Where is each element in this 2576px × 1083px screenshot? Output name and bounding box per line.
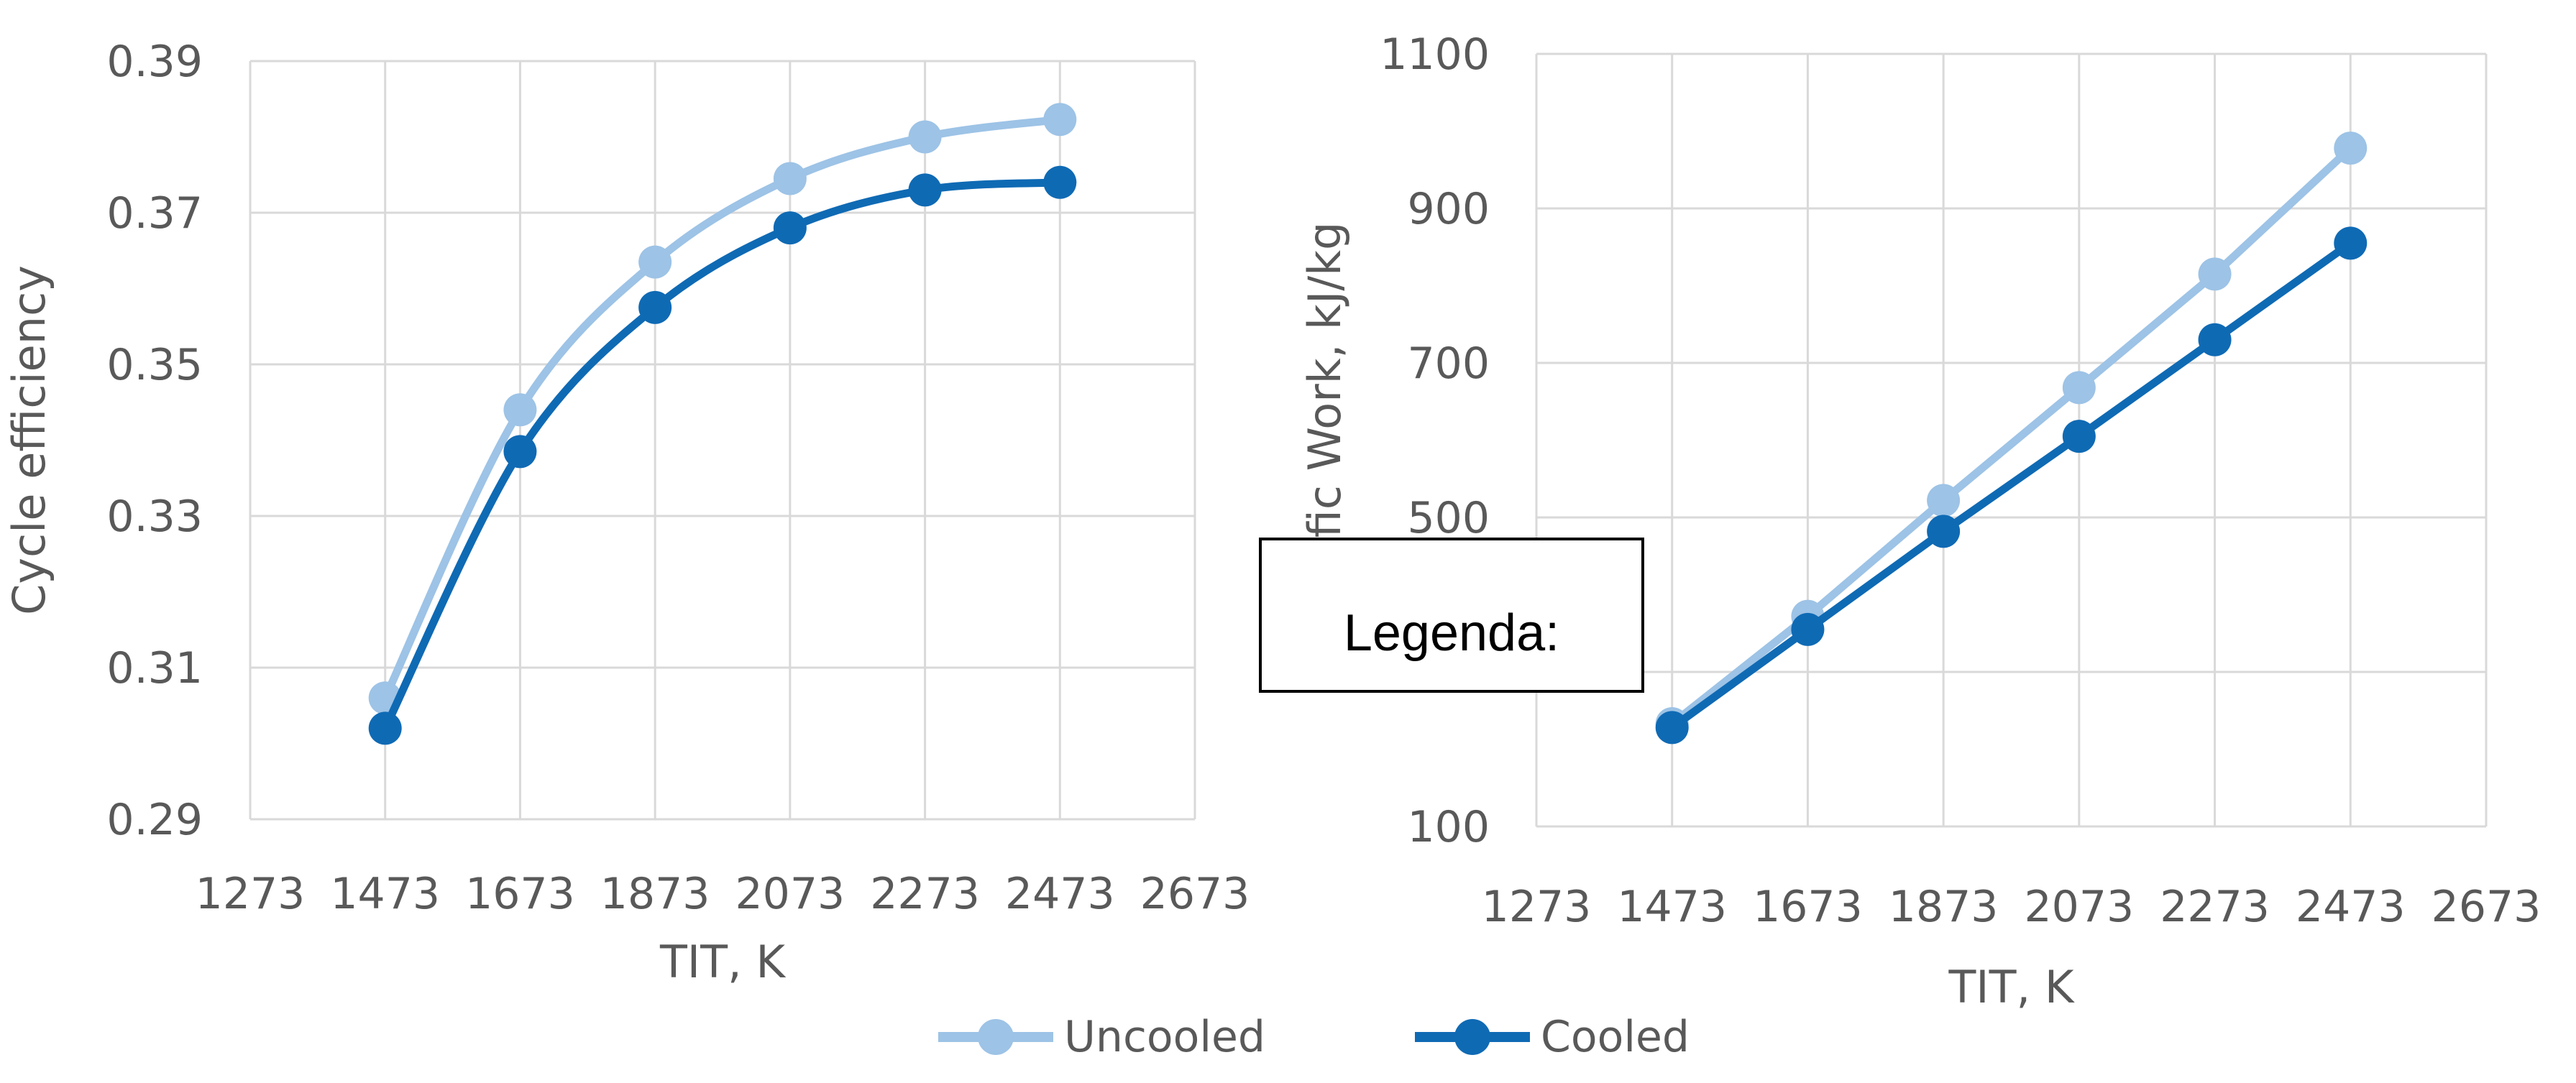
data-point-cooled bbox=[1927, 515, 1961, 548]
data-point-cooled bbox=[2198, 323, 2232, 356]
y-tick-label: 0.37 bbox=[106, 188, 203, 239]
legend: Uncooled Cooled bbox=[938, 1012, 1690, 1062]
x-axis-title: TIT, K bbox=[659, 936, 786, 988]
y-tick-label: 0.31 bbox=[106, 643, 203, 693]
legend-cooled-label: Cooled bbox=[1541, 1012, 1690, 1062]
data-point-uncooled bbox=[503, 393, 537, 427]
series-line-cooled bbox=[1668, 239, 2355, 732]
data-point-cooled bbox=[503, 435, 537, 469]
data-point-uncooled bbox=[638, 245, 672, 279]
data-point-uncooled bbox=[1043, 103, 1077, 137]
data-point-uncooled bbox=[773, 162, 807, 195]
x-tick-label: 1873 bbox=[600, 869, 710, 919]
y-tick-label: 0.39 bbox=[106, 37, 203, 87]
data-point-cooled bbox=[368, 711, 402, 745]
chart-cycle-efficiency: 0.29 0.31 0.33 0.35 0.37 0.39 1273 1473 1673 1873… bbox=[3, 37, 1250, 988]
x-tick-label: 2073 bbox=[2025, 882, 2135, 932]
series-line-cooled bbox=[381, 178, 1064, 732]
x-tick-label: 2673 bbox=[1140, 869, 1250, 919]
y-tick-label: 1100 bbox=[1380, 29, 1490, 80]
x-tick-label: 2473 bbox=[2296, 882, 2406, 932]
x-tick-label: 1673 bbox=[465, 869, 575, 919]
data-point-cooled bbox=[1655, 711, 1689, 745]
y-tick-label: 0.29 bbox=[106, 795, 203, 845]
data-point-uncooled bbox=[908, 120, 942, 154]
data-point-cooled bbox=[1791, 612, 1825, 646]
y-tick-label: 0.35 bbox=[106, 340, 203, 390]
x-tick-label: 1473 bbox=[330, 869, 440, 919]
chart-specific-work: 1003005007009001100127314731673187320732… bbox=[1298, 29, 2541, 1013]
x-tick-label: 2273 bbox=[2160, 882, 2270, 932]
y-tick-label: 100 bbox=[1407, 802, 1490, 852]
x-tick-label: 1473 bbox=[1617, 882, 1727, 932]
series-line-uncooled bbox=[1668, 144, 2355, 728]
data-point-cooled bbox=[1043, 165, 1077, 199]
x-tick-label: 2673 bbox=[2431, 882, 2541, 932]
x-tick-label: 1873 bbox=[1889, 882, 1999, 932]
x-tick-label: 1273 bbox=[196, 869, 306, 919]
x-tick-label: 1273 bbox=[1482, 882, 1592, 932]
overlay-box-label: Legenda: bbox=[1344, 604, 1559, 662]
legend-cooled-marker bbox=[1454, 1019, 1490, 1055]
x-tick-label: 2073 bbox=[735, 869, 845, 919]
series-line-uncooled bbox=[381, 115, 1064, 702]
legend-uncooled-label: Uncooled bbox=[1064, 1012, 1265, 1062]
data-point-cooled bbox=[638, 290, 672, 324]
x-axis-title: TIT, K bbox=[1948, 961, 2074, 1013]
data-point-uncooled bbox=[2198, 257, 2232, 291]
data-point-uncooled bbox=[2062, 371, 2096, 405]
overlay-box-frame bbox=[1259, 538, 1644, 693]
overlay-box: Legenda: bbox=[1259, 538, 1644, 693]
x-tick-label: 1673 bbox=[1753, 882, 1863, 932]
y-tick-label: 900 bbox=[1407, 184, 1490, 234]
x-tick-label: 2473 bbox=[1005, 869, 1115, 919]
y-axis-title: Cycle efficiency bbox=[3, 265, 55, 615]
x-tick-label: 2273 bbox=[870, 869, 980, 919]
data-point-cooled bbox=[908, 173, 942, 207]
legend-uncooled-marker bbox=[978, 1019, 1014, 1055]
data-point-cooled bbox=[773, 211, 807, 245]
data-point-uncooled bbox=[1927, 484, 1961, 517]
y-tick-label: 0.33 bbox=[106, 492, 203, 542]
data-point-uncooled bbox=[2334, 132, 2368, 165]
data-point-cooled bbox=[2334, 226, 2368, 260]
y-tick-label: 700 bbox=[1407, 338, 1490, 389]
data-point-cooled bbox=[2062, 420, 2096, 453]
y-tick-label: 500 bbox=[1407, 493, 1490, 543]
